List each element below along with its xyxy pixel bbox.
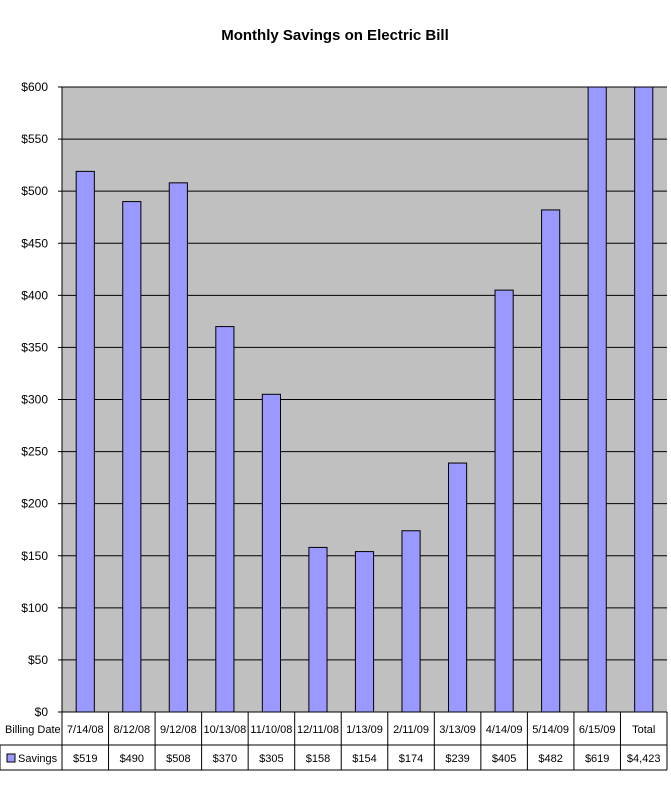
data-label: $482 bbox=[538, 753, 562, 765]
data-label: $4,423 bbox=[627, 753, 661, 765]
data-label: $158 bbox=[306, 753, 330, 765]
x-tick-label: 1/13/09 bbox=[346, 724, 383, 736]
chart-title: Monthly Savings on Electric Bill bbox=[221, 27, 449, 44]
x-tick-label: 8/12/08 bbox=[113, 724, 150, 736]
table-row-header-savings: Savings bbox=[18, 753, 58, 765]
x-tick-label: 10/13/08 bbox=[203, 724, 246, 736]
bar bbox=[401, 530, 421, 713]
x-tick-label: 4/14/09 bbox=[486, 724, 523, 736]
y-tick-label: $350 bbox=[21, 340, 48, 354]
y-tick-label: $400 bbox=[21, 288, 48, 302]
y-tick-label: $450 bbox=[21, 236, 48, 250]
data-label: $405 bbox=[492, 753, 516, 765]
y-tick-label: $200 bbox=[21, 497, 48, 511]
bar bbox=[448, 462, 468, 713]
x-tick-label: 11/10/08 bbox=[250, 724, 292, 736]
data-label: $619 bbox=[585, 753, 609, 765]
bar bbox=[587, 86, 607, 713]
data-label: $154 bbox=[352, 753, 376, 765]
y-tick-label: $0 bbox=[35, 705, 49, 719]
y-tick-label: $500 bbox=[21, 184, 48, 198]
bar bbox=[215, 326, 235, 713]
legend-key-savings bbox=[6, 753, 16, 763]
data-label: $490 bbox=[120, 753, 144, 765]
data-label: $305 bbox=[259, 753, 283, 765]
x-tick-label: 12/11/08 bbox=[297, 724, 339, 736]
y-tick-label: $550 bbox=[21, 132, 48, 146]
x-tick-label: 9/12/08 bbox=[160, 724, 197, 736]
y-tick-label: $100 bbox=[21, 601, 48, 615]
x-tick-label: 6/15/09 bbox=[579, 724, 616, 736]
data-label: $174 bbox=[399, 753, 423, 765]
x-tick-label: 5/14/09 bbox=[532, 724, 569, 736]
data-label: $370 bbox=[213, 753, 237, 765]
bar bbox=[541, 209, 561, 713]
bar bbox=[308, 546, 328, 713]
bar bbox=[494, 289, 514, 713]
x-tick-label: 2/11/09 bbox=[393, 724, 429, 736]
y-tick-label: $300 bbox=[21, 393, 48, 407]
bar bbox=[75, 170, 95, 713]
bar bbox=[634, 86, 654, 713]
data-label: $519 bbox=[73, 753, 97, 765]
bar bbox=[122, 201, 142, 713]
y-tick-label: $50 bbox=[28, 653, 48, 667]
y-tick-label: $600 bbox=[21, 80, 48, 94]
x-tick-label: Total bbox=[632, 724, 655, 736]
table-grid-lines bbox=[0, 712, 668, 771]
x-tick-label: 7/14/08 bbox=[67, 724, 104, 736]
bar bbox=[261, 393, 281, 713]
table-row-header-billing-date: Billing Date bbox=[5, 724, 61, 736]
table-cells: 7/14/08 $519 8/12/08 $490 9/12/08 $508 10/13/0… bbox=[67, 724, 661, 765]
y-tick-label: $150 bbox=[21, 549, 48, 563]
bar-series bbox=[75, 86, 654, 713]
y-tick-label: $250 bbox=[21, 445, 48, 459]
y-axis-tick-labels: $0 $50 $100 $150 $200 $250 $300 $350 $400 $450 $50… bbox=[21, 80, 62, 719]
bar bbox=[168, 182, 188, 713]
x-tick-label: 3/13/09 bbox=[439, 724, 476, 736]
data-label: $239 bbox=[445, 753, 469, 765]
data-table: Billing Date Savings 7/14/08 $519 8/12/08 $… bbox=[0, 712, 668, 771]
bar bbox=[354, 551, 375, 713]
data-label: $508 bbox=[166, 753, 190, 765]
